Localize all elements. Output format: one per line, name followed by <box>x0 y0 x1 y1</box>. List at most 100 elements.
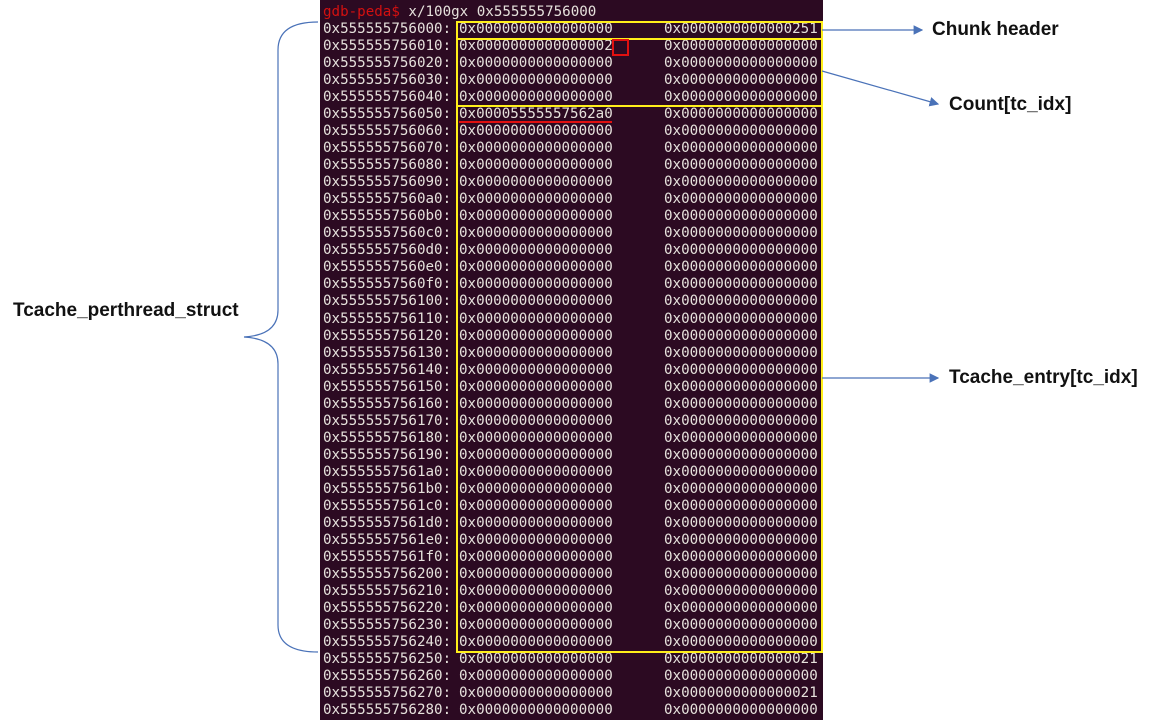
row-value-2: 0x0000000000000000 <box>664 600 818 617</box>
row-value-1: 0x0000000000000000 <box>459 514 613 531</box>
row-value-2: 0x0000000000000000 <box>664 531 818 548</box>
command-text: x/100gx 0x555555756000 <box>399 4 597 20</box>
row-address: 0x555555756230: <box>323 617 452 634</box>
row-value-1: 0x0000000000000000 <box>459 429 613 446</box>
row-address: 0x555555756070: <box>323 140 452 157</box>
row-value-1: 0x0000000000000000 <box>459 480 613 497</box>
row-address: 0x5555557560f0: <box>323 276 452 293</box>
tcache-entry-label: Tcache_entry[tc_idx] <box>949 367 1138 388</box>
row-value-1: 0x0000000000000000 <box>459 276 613 293</box>
row-value-1: 0x0000000000000000 <box>459 89 613 106</box>
row-address: 0x555555756120: <box>323 327 452 344</box>
row-value-2: 0x0000000000000000 <box>664 446 818 463</box>
row-value-1: 0x0000000000000000 <box>459 191 613 208</box>
row-value-2: 0x0000000000000000 <box>664 106 818 123</box>
row-value-2: 0x0000000000000000 <box>664 497 818 514</box>
gdb-prompt: gdb-peda$ <box>323 4 400 20</box>
row-value-2: 0x0000000000000000 <box>664 429 818 446</box>
row-value-2: 0x0000000000000000 <box>664 463 818 480</box>
tcache-entry-box <box>456 105 823 653</box>
count-label: Count[tc_idx] <box>949 94 1072 115</box>
row-value-1: 0x0000000000000000 <box>459 531 613 548</box>
tcache-perthread-struct-label: Tcache_perthread_struct <box>13 300 239 321</box>
row-value-1: 0x00005555557562a0 <box>459 106 613 123</box>
row-value-2: 0x0000000000000000 <box>664 668 818 685</box>
row-value-1: 0x0000000000000000 <box>459 412 613 429</box>
row-value-2: 0x0000000000000000 <box>664 276 818 293</box>
row-value-1: 0x0000000000000000 <box>459 140 613 157</box>
row-value-1: 0x0000000000000000 <box>459 344 613 361</box>
row-address: 0x555555756250: <box>323 651 452 668</box>
row-value-1: 0x0000000000000000 <box>459 395 613 412</box>
row-address: 0x555555756200: <box>323 565 452 582</box>
entry-pointer-underline <box>459 121 612 123</box>
row-value-2: 0x0000000000000000 <box>664 174 818 191</box>
terminal-window: gdb-peda$ x/100gx 0x555555756000 0x55555… <box>320 0 823 720</box>
row-value-2: 0x0000000000000000 <box>664 327 818 344</box>
row-value-1: 0x0000000000000000 <box>459 463 613 480</box>
row-value-1: 0x0000000000000000 <box>459 21 613 37</box>
row-value-2: 0x0000000000000000 <box>664 378 818 395</box>
row-value-2: 0x0000000000000000 <box>664 55 818 72</box>
row-address: 0x555555756040: <box>323 89 452 106</box>
row-address: 0x555555756020: <box>323 55 452 72</box>
row-address: 0x555555756180: <box>323 429 452 446</box>
row-address: 0x555555756010: <box>323 38 452 55</box>
row-value-1: 0x0000000000000000 <box>459 55 613 72</box>
row-address: 0x555555756220: <box>323 600 452 617</box>
row-value-1: 0x0000000000000000 <box>459 378 613 395</box>
row-value-2: 0x0000000000000000 <box>664 208 818 225</box>
row-value-1: 0x0000000000000000 <box>459 157 613 174</box>
row-value-2: 0x0000000000000000 <box>664 242 818 259</box>
row-value-1: 0x0000000000000000 <box>459 668 613 685</box>
row-value-1: 0x0000000000000000 <box>459 446 613 463</box>
row-address: 0x5555557560d0: <box>323 242 452 259</box>
row-address: 0x555555756270: <box>323 685 452 702</box>
row-value-2: 0x0000000000000000 <box>664 548 818 565</box>
row-value-2: 0x0000000000000000 <box>664 140 818 157</box>
row-value-2: 0x0000000000000000 <box>664 395 818 412</box>
row-address: 0x555555756050: <box>323 106 452 123</box>
row-value-1: 0x0000000000000000 <box>459 327 613 344</box>
count-value-marker <box>612 39 629 56</box>
row-value-1: 0x0000000000000000 <box>459 651 613 668</box>
struct-brace <box>243 21 319 653</box>
row-address: 0x555555756100: <box>323 293 452 310</box>
row-address: 0x555555756030: <box>323 72 452 89</box>
chunk-header-label: Chunk header <box>932 19 1059 40</box>
row-address: 0x5555557561d0: <box>323 514 452 531</box>
row-value-2: 0x0000000000000000 <box>664 634 818 651</box>
row-address: 0x5555557561e0: <box>323 531 452 548</box>
row-address: 0x5555557560b0: <box>323 208 452 225</box>
row-value-2: 0x0000000000000000 <box>664 310 818 327</box>
row-value-2: 0x0000000000000000 <box>664 617 818 634</box>
row-value-2: 0x0000000000000251 <box>664 21 818 37</box>
row-address: 0x5555557561f0: <box>323 548 452 565</box>
row-value-1: 0x0000000000000000 <box>459 72 613 89</box>
row-address: 0x5555557561b0: <box>323 480 452 497</box>
row-value-1: 0x0000000000000000 <box>459 497 613 514</box>
row-value-1: 0x0000000000000000 <box>459 634 613 651</box>
count-arrow <box>821 70 940 107</box>
row-address: 0x555555756280: <box>323 702 452 719</box>
row-value-2: 0x0000000000000000 <box>664 702 818 719</box>
row-value-1: 0x0000000000000000 <box>459 174 613 191</box>
row-value-2: 0x0000000000000000 <box>664 293 818 310</box>
row-address: 0x555555756090: <box>323 174 452 191</box>
row-value-1: 0x0000000000000000 <box>459 225 613 242</box>
row-address: 0x555555756130: <box>323 344 452 361</box>
row-address: 0x555555756060: <box>323 123 452 140</box>
command-line: gdb-peda$ x/100gx 0x555555756000 <box>323 4 596 21</box>
row-value-1: 0x0000000000000000 <box>459 208 613 225</box>
row-value-1: 0x0000000000000000 <box>459 617 613 634</box>
row-value-1: 0x0000000000000000 <box>459 361 613 378</box>
row-address: 0x5555557561a0: <box>323 463 452 480</box>
row-address: 0x5555557560c0: <box>323 225 452 242</box>
row-address: 0x555555756140: <box>323 361 452 378</box>
row-value-2: 0x0000000000000000 <box>664 412 818 429</box>
row-value-2: 0x0000000000000000 <box>664 344 818 361</box>
row-value-1: 0x0000000000000000 <box>459 123 613 140</box>
row-value-1: 0x0000000000000000 <box>459 600 613 617</box>
row-value-1: 0x0000000000000000 <box>459 293 613 310</box>
